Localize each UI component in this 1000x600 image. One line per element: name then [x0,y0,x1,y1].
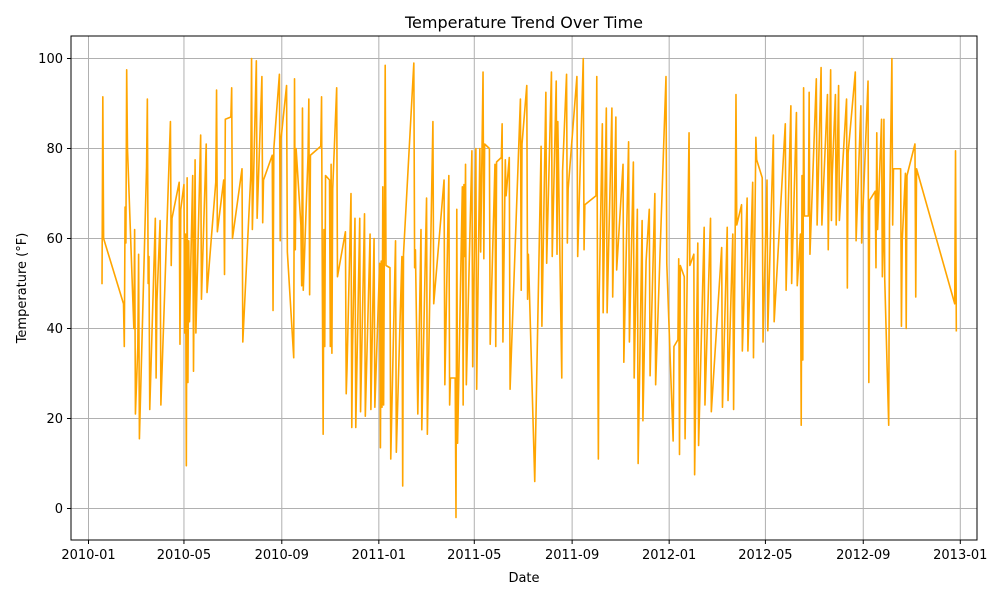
series-layer [101,57,958,519]
x-tick-label: 2012-05 [738,548,792,563]
y-axis: 0 20 40 60 80 100 [38,52,71,517]
x-tick-label: 2011-09 [545,548,599,563]
x-tick-label: 2010-05 [157,548,211,563]
y-tick-label: 0 [55,502,63,517]
x-tick-label: 2010-09 [255,548,309,563]
x-tick-label: 2010-01 [61,548,115,563]
x-tick-label: 2013-01 [933,548,987,563]
x-tick-label: 2011-01 [352,548,406,563]
y-tick-label: 40 [46,322,63,337]
x-tick-label: 2011-05 [447,548,501,563]
x-tick-label: 2012-01 [642,548,696,563]
x-axis-title: Date [508,571,539,586]
y-tick-label: 100 [38,52,63,67]
y-tick-label: 20 [46,412,63,427]
y-axis-title: Temperature (°F) [15,233,30,345]
plot-frame [70,35,978,541]
x-axis: 2010-01 2010-05 2010-09 2011-01 2011-05 2011-… [61,540,987,563]
y-tick-label: 60 [46,232,63,247]
y-tick-label: 80 [46,142,63,157]
temperature-series-line [101,57,958,519]
chart-title: Temperature Trend Over Time [404,13,643,32]
x-tick-label: 2012-09 [836,548,890,563]
